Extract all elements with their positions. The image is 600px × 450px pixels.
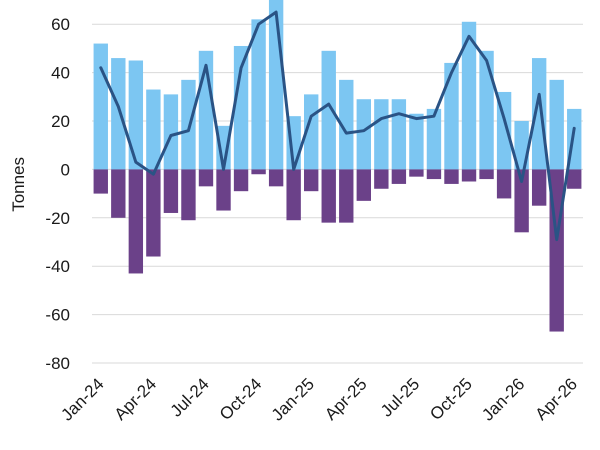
x-tick-label: Jul-24	[167, 374, 213, 420]
positive-bar	[216, 125, 231, 170]
bars	[93, 0, 582, 332]
negative-bar	[163, 169, 179, 213]
positive-bar	[339, 79, 354, 170]
negative-bar	[356, 169, 371, 201]
negative-bar	[216, 169, 231, 211]
positive-bar	[549, 79, 564, 170]
negative-bar	[286, 169, 301, 221]
positive-bar	[409, 113, 424, 170]
positive-bar	[321, 50, 336, 170]
y-tick-label: -80	[45, 354, 70, 373]
positive-bar	[111, 58, 126, 170]
negative-bar	[304, 169, 319, 192]
positive-bar	[146, 89, 161, 170]
positive-bar	[251, 19, 266, 170]
x-tick-label: Jul-25	[377, 374, 423, 420]
positive-bar	[479, 50, 494, 170]
x-axis-ticks: Jan-24 Apr-24 Jul-24 Oct-24 Jan-25 Apr-25 Jul-…	[57, 374, 581, 424]
positive-bar	[181, 79, 196, 170]
y-tick-label: -20	[45, 209, 70, 228]
negative-bar	[426, 169, 442, 180]
negative-bar	[391, 169, 407, 184]
negative-bar	[111, 169, 126, 218]
y-tick-label: 40	[51, 64, 70, 83]
x-tick-label: Oct-25	[426, 374, 476, 424]
negative-bar	[444, 169, 459, 184]
negative-bar	[233, 169, 249, 192]
negative-bar	[479, 169, 494, 180]
net-line-path	[99, 10, 576, 242]
y-tick-label: 20	[51, 112, 70, 131]
x-tick-label: Apr-25	[321, 374, 371, 424]
positive-bar	[444, 62, 459, 170]
negative-bar	[567, 169, 582, 189]
positive-bar	[233, 45, 249, 170]
positive-bar	[461, 21, 477, 170]
negative-bar	[531, 169, 547, 206]
x-tick-label: Apr-24	[111, 374, 161, 424]
x-tick-label: Apr-26	[532, 374, 582, 424]
negative-bar	[514, 169, 529, 233]
negative-bar	[198, 169, 214, 187]
negative-bar	[461, 169, 477, 182]
negative-bar	[496, 169, 512, 199]
positive-bar	[426, 108, 442, 170]
negative-bar	[251, 169, 266, 175]
negative-bar	[93, 169, 108, 194]
positive-bar	[374, 99, 389, 170]
negative-bar	[321, 169, 336, 223]
y-tick-label: 60	[51, 15, 70, 34]
y-axis-title: Tonnes	[9, 157, 28, 212]
negative-bar	[374, 169, 389, 189]
y-axis-ticks: -80 -60 -40 -20 0 20 40 60	[45, 15, 70, 373]
negative-bar	[339, 169, 354, 223]
positive-bar	[163, 94, 179, 170]
x-tick-label: Jan-24	[57, 374, 107, 424]
negative-bar	[409, 169, 424, 177]
positive-bar	[391, 99, 407, 170]
positive-bar	[356, 99, 371, 170]
negative-bar	[181, 169, 196, 221]
x-tick-label: Jan-25	[268, 374, 318, 424]
x-tick-label: Jan-26	[478, 374, 528, 424]
positive-bar	[128, 60, 144, 170]
y-tick-label: -60	[45, 306, 70, 325]
positive-bar	[93, 43, 108, 170]
positive-bar	[531, 58, 547, 170]
x-tick-label: Oct-24	[216, 374, 266, 424]
y-tick-label: 0	[61, 160, 70, 179]
net-line	[99, 10, 576, 242]
negative-bar	[128, 169, 144, 274]
negative-bar	[268, 169, 284, 187]
negative-bar	[146, 169, 161, 257]
y-tick-label: -40	[45, 257, 70, 276]
